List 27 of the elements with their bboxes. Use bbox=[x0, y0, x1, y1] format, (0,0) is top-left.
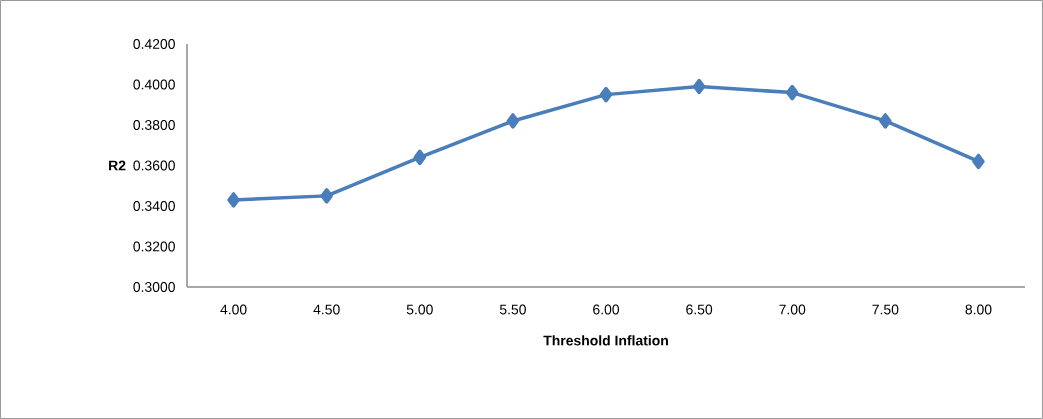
x-tick-label: 6.00 bbox=[593, 304, 620, 315]
y-tick-label: 0.3800 bbox=[133, 120, 175, 130]
x-axis-title: Threshold Inflation bbox=[543, 335, 668, 346]
y-tick-label: 0.4000 bbox=[133, 79, 175, 90]
point bbox=[506, 113, 520, 129]
point bbox=[692, 78, 706, 95]
x-tick-label: 7.00 bbox=[779, 304, 806, 315]
point bbox=[972, 153, 985, 170]
x-tick-label: 4.50 bbox=[313, 304, 340, 315]
point bbox=[879, 113, 892, 129]
x-tick-label: 6.50 bbox=[686, 304, 713, 315]
y-axis-title: R2 bbox=[109, 160, 126, 171]
x-tick-label: 5.00 bbox=[406, 304, 433, 315]
y-tick-label: 0.3200 bbox=[133, 241, 175, 252]
y-tick-label: 0.3000 bbox=[133, 282, 175, 292]
x-tick-label: 5.50 bbox=[499, 304, 526, 315]
y-tick-label: 0.3600 bbox=[133, 160, 175, 171]
point bbox=[785, 84, 799, 101]
y-tick-label: 0.4200 bbox=[133, 39, 175, 49]
point bbox=[599, 86, 613, 103]
point bbox=[227, 192, 240, 208]
x-tick-label: 4.00 bbox=[220, 304, 247, 315]
y-tick-label: 0.3400 bbox=[133, 201, 175, 211]
point bbox=[413, 149, 427, 166]
x-tick-label: 7.50 bbox=[872, 304, 899, 315]
x-tick-label: 8.00 bbox=[965, 304, 992, 315]
point bbox=[320, 188, 333, 204]
